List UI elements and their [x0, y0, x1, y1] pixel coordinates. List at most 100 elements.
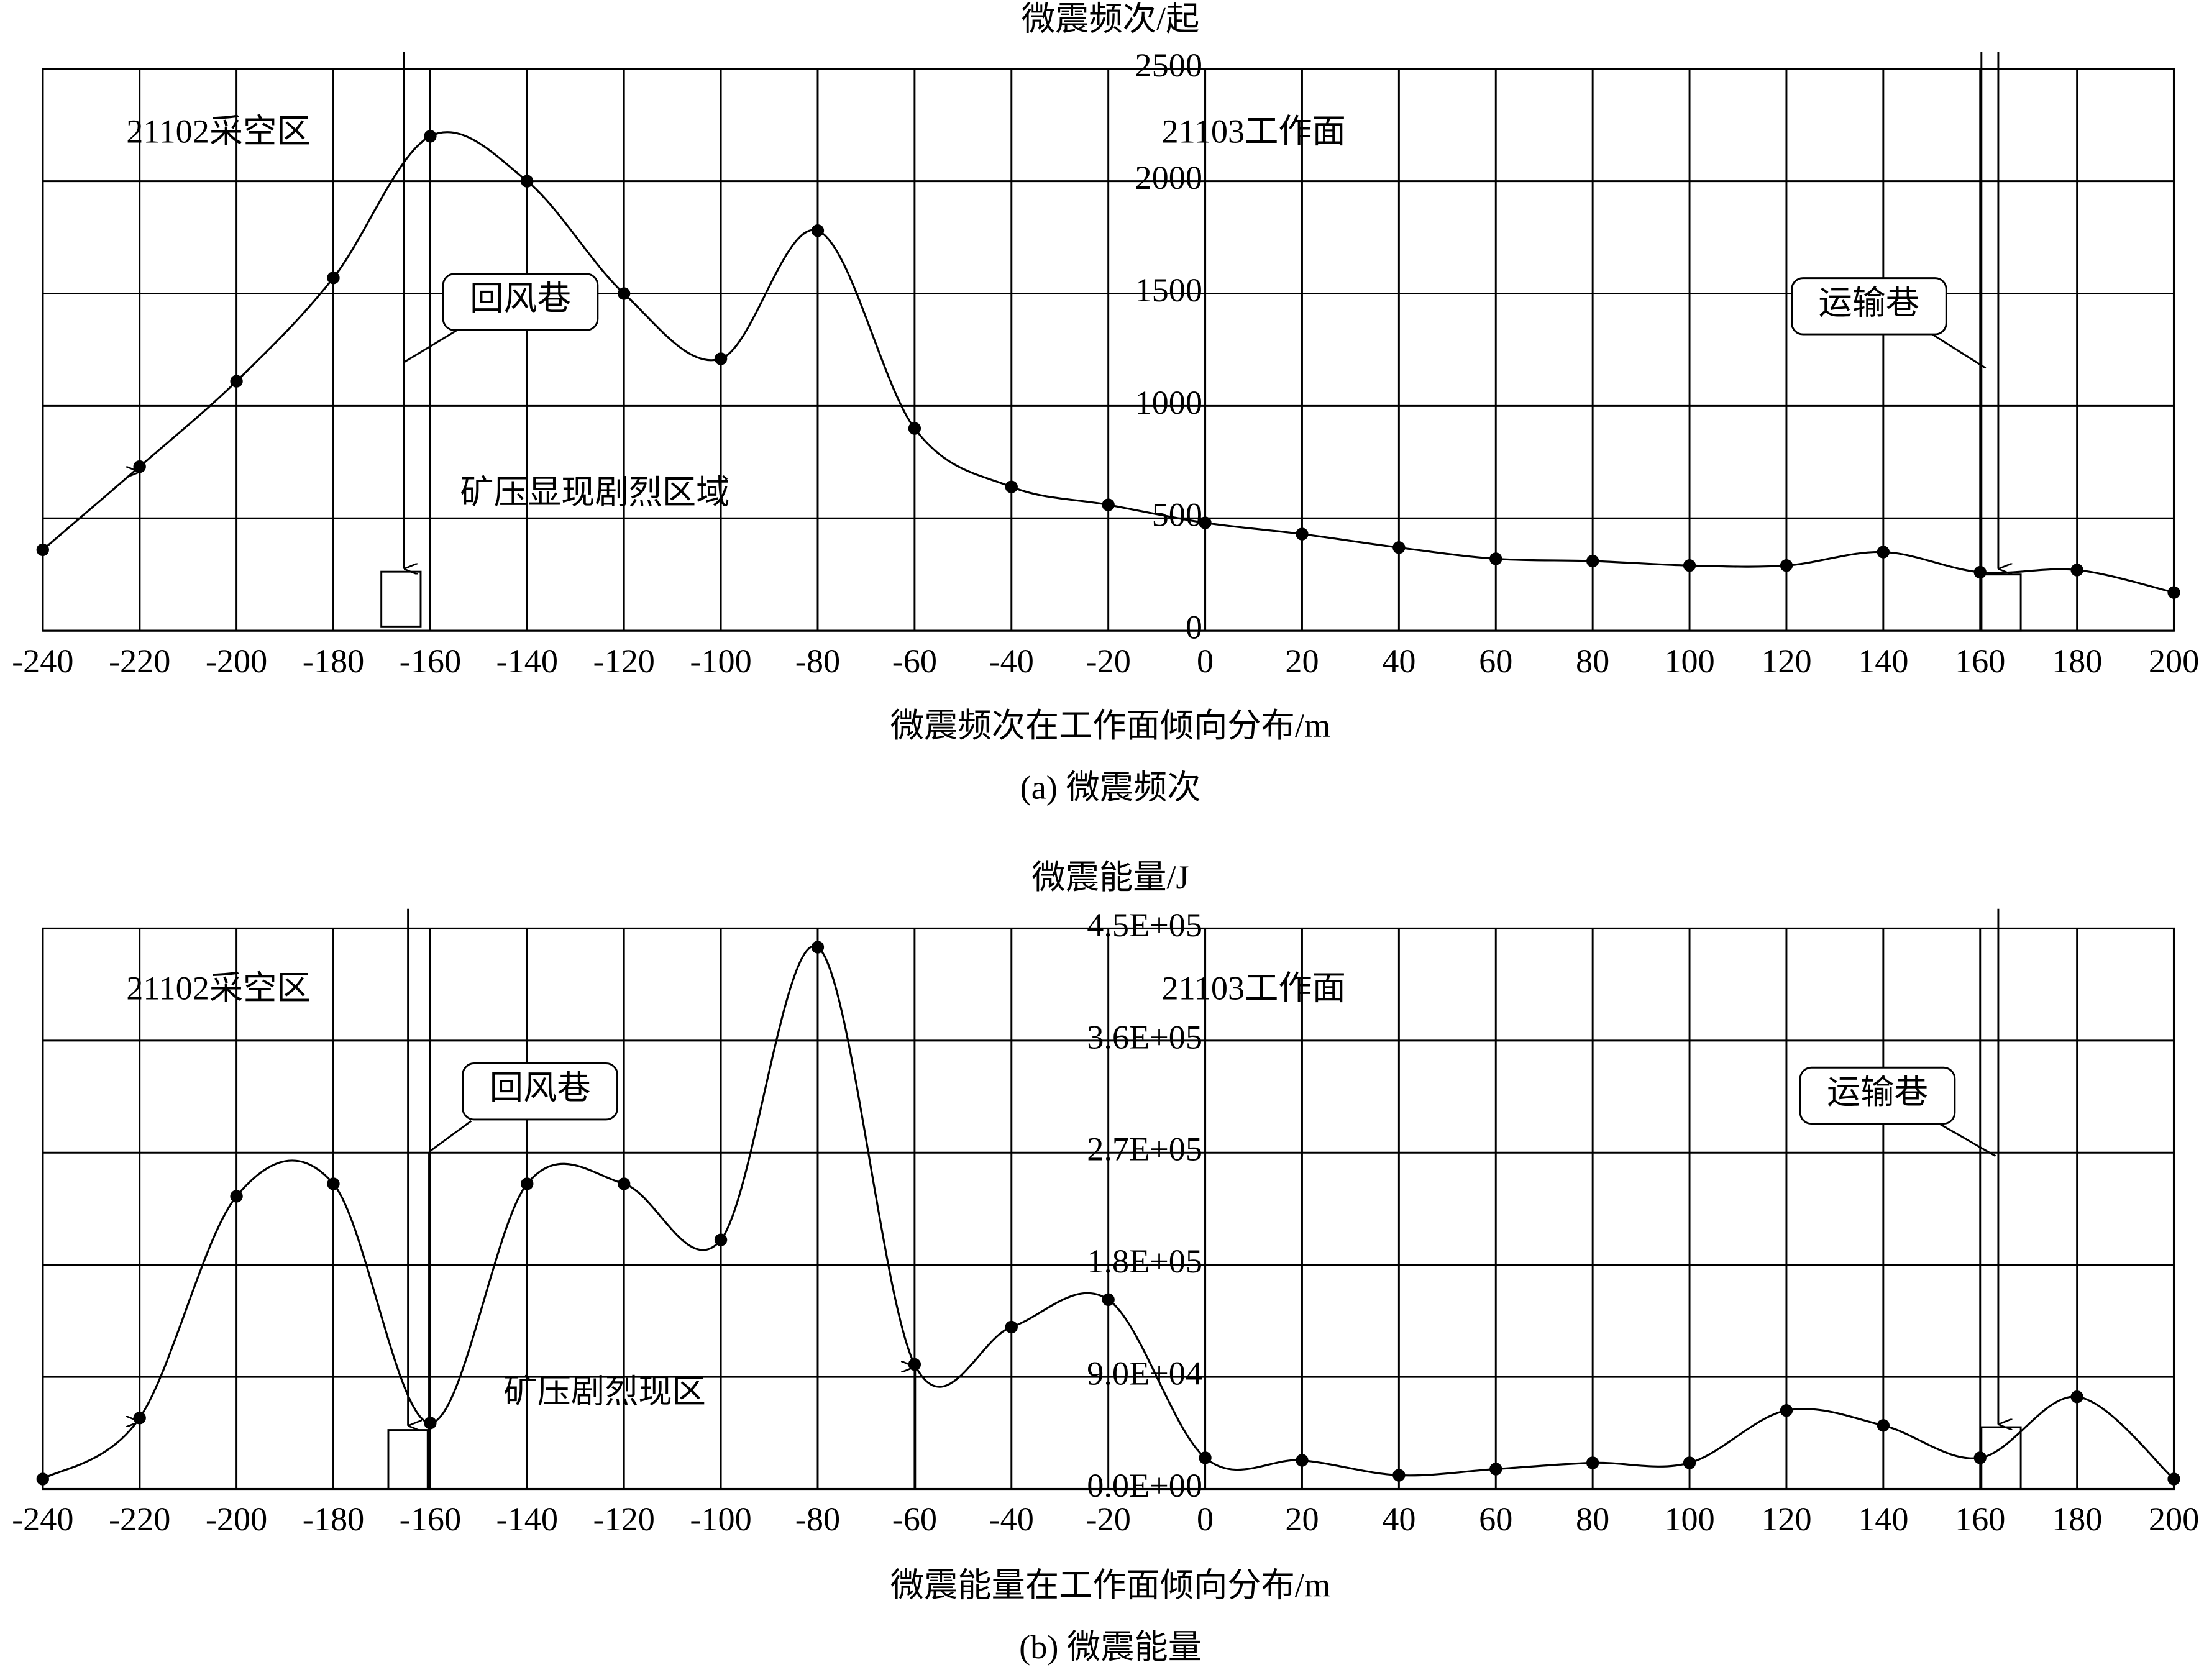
x-tick-label: -220: [109, 1500, 170, 1538]
caption: (a) 微震频次: [1020, 769, 1201, 806]
x-tick-label: -80: [795, 1500, 840, 1538]
data-point: [714, 1233, 728, 1246]
x-tick-label: 60: [1479, 642, 1512, 680]
x-axis-title: 微震频次在工作面倾向分布/m: [890, 707, 1330, 744]
x-tick-label: -60: [892, 1500, 937, 1538]
x-tick-label: 180: [2052, 642, 2102, 680]
x-tick-label: -240: [12, 1500, 73, 1538]
data-point: [1489, 552, 1502, 565]
subchart: -240 -220 -200 -180 -160 -140 -120 -100 -80 -60 -4…: [12, 859, 2199, 1666]
y-tick-label: 0: [1186, 609, 1202, 646]
data-point: [1780, 559, 1793, 572]
data-point: [618, 1177, 631, 1190]
x-tick-label: -160: [400, 1500, 461, 1538]
data-point: [327, 1177, 340, 1190]
x-tick-label: 20: [1285, 642, 1319, 680]
data-point: [521, 1177, 534, 1190]
x-tick-label: 80: [1576, 1500, 1609, 1538]
x-tick-label: 80: [1576, 642, 1609, 680]
x-tick-label: -200: [206, 1500, 267, 1538]
data-point: [714, 352, 728, 365]
data-point: [1005, 1320, 1018, 1334]
y-tick-label: 1500: [1135, 272, 1203, 309]
data-point: [908, 422, 921, 435]
data-point: [1005, 480, 1018, 493]
x-tick-label: -20: [1086, 642, 1131, 680]
subchart: -240 -220 -200 -180 -160 -140 -120 -100 -80 -60 -4…: [12, 1, 2199, 806]
annotation: 矿压剧烈现区: [503, 1372, 706, 1410]
x-tick-label: -200: [206, 642, 267, 680]
data-point: [1877, 1419, 1890, 1432]
annotation: 矿压显现剧烈区域: [460, 474, 729, 511]
data-point: [1489, 1463, 1502, 1476]
data-point: [133, 460, 146, 473]
data-point: [1102, 1293, 1115, 1306]
callout-tail: [1939, 1123, 1996, 1157]
data-point: [1586, 1456, 1599, 1469]
data-point: [1199, 516, 1212, 529]
x-tick-label: -40: [989, 1500, 1034, 1538]
y-tick-label: 2.7E+05: [1087, 1131, 1202, 1168]
x-tick-label: 140: [1858, 1500, 1908, 1538]
y-tick-label: 2000: [1135, 159, 1203, 196]
zone-box: [387, 1429, 429, 1490]
y-axis-title: 微震频次/起: [1022, 1, 1199, 38]
y-tick-label: 1000: [1135, 384, 1203, 421]
data-point: [1102, 498, 1115, 511]
x-axis-title: 微震能量在工作面倾向分布/m: [890, 1566, 1330, 1604]
annotation: 回风巷: [490, 1069, 591, 1107]
callout-tail: [428, 1120, 472, 1153]
data-point: [1973, 565, 1987, 579]
x-tick-label: 200: [2149, 642, 2199, 680]
data-point: [811, 224, 825, 237]
x-tick-label: -40: [989, 642, 1034, 680]
x-tick-label: -100: [690, 642, 751, 680]
data-point: [1586, 554, 1599, 568]
data-point: [424, 1417, 437, 1430]
x-tick-label: 0: [1197, 1500, 1214, 1538]
data-point: [327, 272, 340, 285]
x-tick-label: -220: [109, 642, 170, 680]
plot-frame: [42, 68, 2175, 632]
x-tick-label: -140: [496, 1500, 558, 1538]
x-tick-label: 40: [1382, 1500, 1415, 1538]
x-tick-label: -180: [303, 1500, 364, 1538]
x-tick-label: -80: [795, 642, 840, 680]
x-tick-label: 140: [1858, 642, 1908, 680]
annotation: 21103工作面: [1161, 970, 1345, 1007]
data-point: [908, 1358, 921, 1371]
zone-box: [1980, 573, 2022, 632]
x-tick-label: 20: [1285, 1500, 1319, 1538]
data-point: [133, 1412, 146, 1425]
x-tick-label: 40: [1382, 642, 1415, 680]
x-tick-label: 0: [1197, 642, 1214, 680]
annotation: 运输巷: [1819, 284, 1920, 321]
x-tick-label: -120: [593, 642, 654, 680]
data-point: [1973, 1451, 1987, 1464]
y-tick-label: 3.6E+05: [1087, 1018, 1202, 1056]
data-point: [811, 941, 825, 954]
data-point: [1683, 1456, 1696, 1469]
x-tick-label: -180: [303, 642, 364, 680]
x-tick-label: 120: [1761, 642, 1811, 680]
annotation: 21102采空区: [126, 112, 310, 150]
annotation: 回风巷: [470, 280, 571, 317]
data-point: [2167, 1472, 2180, 1486]
x-tick-label: 160: [1955, 1500, 2005, 1538]
data-point: [1199, 1451, 1212, 1464]
x-tick-label: 160: [1955, 642, 2005, 680]
annotation: 21103工作面: [1161, 112, 1345, 150]
data-point: [2070, 1390, 2083, 1404]
plot-frame: [42, 927, 2175, 1491]
data-point: [618, 287, 631, 300]
data-point: [1877, 546, 1890, 559]
data-line: [42, 945, 2175, 1480]
callout-tail: [1931, 333, 1987, 369]
data-point: [2070, 564, 2083, 577]
caption: (b) 微震能量: [1019, 1628, 1202, 1666]
x-tick-label: 100: [1664, 1500, 1714, 1538]
callout-box: [442, 273, 599, 331]
callout-tail: [403, 329, 458, 363]
data-point: [1392, 541, 1406, 554]
